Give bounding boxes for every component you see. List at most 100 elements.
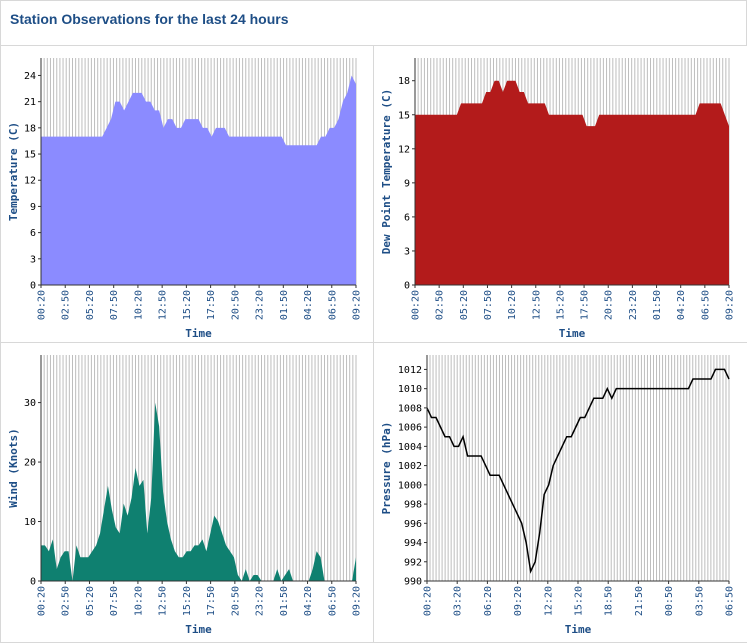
x-tick-label: 12:50: [158, 290, 169, 320]
x-tick-label: 07:50: [483, 290, 494, 320]
series-area: [41, 75, 356, 286]
y-tick-label: 3: [30, 254, 36, 265]
x-tick-label: 12:50: [158, 586, 169, 616]
y-tick-label: 12: [24, 176, 36, 187]
wind-chart: 0 10 20 30 00:20 02:50 05:20 07:50 10:20 12:50 15:…: [7, 355, 363, 636]
y-tick-label: 15: [24, 150, 36, 161]
x-tick-label: 02:50: [61, 586, 72, 616]
y-tick-label: 1004: [398, 442, 422, 453]
x-tick-label: 00:20: [423, 586, 434, 616]
x-tick-label: 06:20: [483, 586, 494, 616]
x-tick-label: 10:20: [133, 290, 144, 320]
x-tick-label: 10:20: [133, 586, 144, 616]
pressure-chart: 990 992 994 996 998 1000 1002 1004 1006 1008 1010 1…: [380, 355, 736, 636]
x-tick-label: 15:20: [182, 290, 193, 320]
series-area: [415, 80, 729, 285]
x-tick-label: 12:50: [531, 290, 542, 320]
x-tick-label: 23:20: [255, 290, 266, 320]
series-area: [41, 402, 356, 581]
y-tick-label: 9: [404, 178, 410, 189]
dew-point-chart: 0 3 6 9 12 15 18 00:20 02:50 05:20 07:50 10:20 12:50…: [380, 58, 736, 340]
y-tick-label: 0: [404, 281, 410, 292]
x-axis-title: Time: [185, 327, 212, 340]
x-tick-label: 06:50: [725, 586, 736, 616]
x-tick-label: 20:50: [604, 290, 615, 320]
x-tick-label: 02:50: [435, 290, 446, 320]
x-tick-label: 17:50: [580, 290, 591, 320]
x-axis-title: Time: [559, 327, 586, 340]
x-tick-label: 12:20: [543, 586, 554, 616]
x-tick-label: 17:50: [206, 290, 217, 320]
y-tick-label: 24: [24, 71, 36, 82]
x-tick-label: 09:20: [513, 586, 524, 616]
x-tick-label: 01:50: [279, 586, 290, 616]
x-tick-label: 05:20: [85, 586, 96, 616]
y-tick-label: 18: [24, 123, 36, 134]
y-tick-label: 1000: [398, 480, 422, 491]
x-tick-label: 01:50: [279, 290, 290, 320]
x-tick-label: 10:20: [507, 290, 518, 320]
x-tick-label: 00:20: [37, 586, 48, 616]
pressure-chart-panel: 990 992 994 996 998 1000 1002 1004 1006 1008 1010 1…: [373, 342, 747, 643]
x-tick-label: 15:20: [555, 290, 566, 320]
y-tick-label: 1010: [398, 384, 422, 395]
y-tick-label: 9: [30, 202, 36, 213]
x-tick-label: 06:50: [327, 290, 338, 320]
y-tick-label: 992: [404, 557, 422, 568]
x-tick-label: 06:50: [327, 586, 338, 616]
x-tick-label: 00:20: [411, 290, 422, 320]
x-tick-label: 15:20: [182, 586, 193, 616]
y-tick-label: 0: [30, 577, 36, 588]
y-tick-label: 6: [404, 212, 410, 223]
y-axis-title: Pressure (hPa): [380, 422, 393, 515]
y-tick-label: 30: [24, 398, 36, 409]
x-tick-label: 20:50: [230, 290, 241, 320]
y-tick-label: 20: [24, 458, 36, 469]
x-tick-label: 00:20: [37, 290, 48, 320]
y-tick-label: 10: [24, 517, 36, 528]
x-tick-label: 04:20: [303, 290, 314, 320]
y-tick-label: 18: [398, 76, 410, 87]
y-axis-title: Wind (Knots): [7, 428, 20, 507]
x-tick-label: 23:20: [255, 586, 266, 616]
x-tick-label: 04:20: [303, 586, 314, 616]
x-tick-label: 18:50: [604, 586, 615, 616]
page-header: Station Observations for the last 24 hou…: [0, 0, 747, 45]
x-tick-label: 07:50: [109, 290, 120, 320]
y-tick-label: 990: [404, 577, 422, 588]
y-tick-label: 0: [30, 281, 36, 292]
y-tick-label: 1006: [398, 423, 422, 434]
y-tick-label: 3: [404, 246, 410, 257]
y-tick-label: 21: [24, 97, 36, 108]
y-tick-label: 998: [404, 500, 422, 511]
y-axis-title: Dew Point Temperature (C): [380, 89, 393, 255]
x-tick-label: 09:20: [352, 586, 363, 616]
x-tick-label: 05:20: [459, 290, 470, 320]
x-tick-label: 15:20: [574, 586, 585, 616]
temperature-chart-panel: 0 3 6 9 12 15 18 21 24 00:20 02:50 05:20 07:50 10:20 1…: [0, 45, 374, 344]
y-tick-label: 994: [404, 538, 422, 549]
x-tick-label: 03:20: [453, 586, 464, 616]
x-tick-label: 21:50: [634, 586, 645, 616]
x-tick-label: 20:50: [230, 586, 241, 616]
x-tick-label: 07:50: [109, 586, 120, 616]
x-tick-label: 09:20: [352, 290, 363, 320]
y-tick-label: 1012: [398, 365, 422, 376]
x-tick-label: 00:50: [664, 586, 675, 616]
x-tick-label: 04:20: [676, 290, 687, 320]
x-tick-label: 05:20: [85, 290, 96, 320]
x-tick-label: 09:20: [725, 290, 736, 320]
y-axis-title: Temperature (C): [7, 122, 20, 221]
x-tick-label: 01:50: [652, 290, 663, 320]
x-tick-label: 17:50: [206, 586, 217, 616]
series-line: [426, 368, 730, 574]
y-tick-label: 12: [398, 144, 410, 155]
y-tick-label: 1002: [398, 461, 422, 472]
y-tick-label: 15: [398, 110, 410, 121]
temperature-chart: 0 3 6 9 12 15 18 21 24 00:20 02:50 05:20 07:50 10:20 1…: [7, 58, 363, 340]
wind-chart-panel: 0 10 20 30 00:20 02:50 05:20 07:50 10:20 12:50 15:…: [0, 342, 374, 643]
x-tick-label: 03:50: [694, 586, 705, 616]
page-title: Station Observations for the last 24 hou…: [10, 11, 289, 27]
x-tick-label: 02:50: [61, 290, 72, 320]
y-tick-label: 6: [30, 228, 36, 239]
